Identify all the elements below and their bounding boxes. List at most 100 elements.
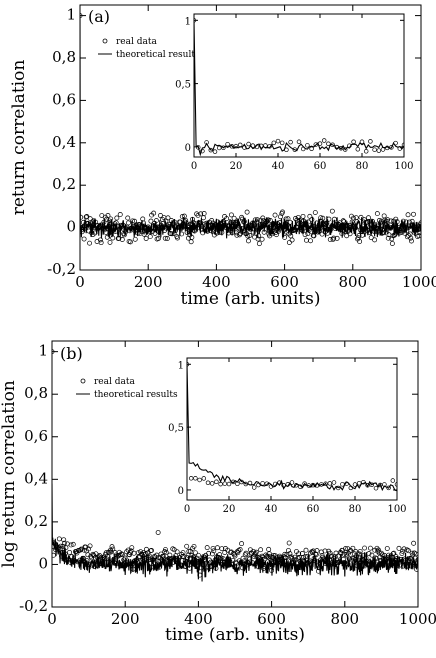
panel-b-main-data-point — [240, 555, 246, 561]
panel-b-inset-data-point — [394, 482, 397, 487]
panel-b-inset-data-point — [205, 480, 211, 486]
panel-a-main-data-point — [259, 236, 265, 242]
panel-b-main-data-point — [184, 543, 190, 549]
panel-a-main-data-point — [334, 235, 340, 241]
panel-a-main-data-point — [265, 218, 270, 224]
panel-a-main-data-point — [302, 232, 308, 238]
panel-b-main-data-point — [119, 551, 124, 557]
panel-a-main-y-tick-label: 0 — [66, 218, 76, 236]
panel-b-main-data-point — [214, 545, 220, 551]
panel-a-main-data-point — [409, 218, 415, 224]
panel-b-main-data-point — [303, 547, 309, 553]
panel-a-main-theory-line — [80, 15, 421, 239]
panel-b-inset-data-point — [201, 476, 207, 481]
panel-a-inset-data-point — [305, 143, 310, 148]
panel-a-main-data-point — [247, 233, 253, 238]
panel-b-main-data-point — [367, 545, 373, 551]
panel-b-main-data-point — [357, 548, 363, 554]
panel-a-main-data-point — [295, 215, 301, 220]
panel-b-main-data-point — [70, 541, 76, 547]
panel-a-inset-data-point — [275, 138, 281, 144]
panel-b-main-data-point — [411, 540, 417, 546]
panel-a-legend-label: real data — [116, 37, 157, 47]
panel-b-main-x-tick-label: 600 — [257, 610, 286, 628]
panel-a-inset-x-tick-label: 100 — [394, 161, 413, 172]
panel-b-inset-x-tick-label: 80 — [349, 504, 362, 515]
panel-b-main-data-point — [232, 553, 238, 559]
panel-a-main-data-point — [260, 215, 266, 221]
panel-a-main-y-tick-label: 0,4 — [52, 133, 76, 151]
panel-b-main-data-point — [56, 536, 62, 542]
panel-b-main-data-point — [219, 546, 225, 552]
panel-b-main-data-point — [163, 549, 169, 555]
panel-a-main-data-point — [84, 214, 90, 219]
panel-b-inset-data-point — [335, 485, 341, 491]
panel-a-inset-x-tick-label: 40 — [272, 161, 285, 172]
panel-a-main-y-tick-label: 0,2 — [52, 175, 76, 193]
panel-a-main-data-point — [125, 215, 131, 221]
panel-b-main-data-point — [347, 548, 353, 554]
panel-a-main-data-point — [397, 230, 403, 236]
panel-a-main-data-point — [318, 215, 324, 221]
panel-a-inset-data-point — [372, 147, 377, 152]
panel-a-inset-data-point — [296, 139, 302, 145]
panel-b-main-data-point — [68, 542, 74, 548]
panel-b-inset-frame — [186, 357, 398, 501]
panel-a-main-data-point — [132, 218, 138, 224]
panel-a-main-y-tick-label: -0,2 — [47, 260, 76, 278]
panel-a-main-x-tick-label: 0 — [75, 273, 85, 291]
panel-a-inset-data-point — [246, 141, 251, 147]
panel-a-main-data-point — [231, 215, 237, 221]
panel-a-main-data-point — [224, 216, 230, 222]
panel-b-main-data-point — [81, 547, 87, 553]
panel-b-main-data-point — [129, 545, 135, 551]
panel-b-y-axis-label: log return correlation — [0, 380, 19, 568]
panel-b-main-data-point — [87, 543, 93, 549]
panel-a-main-data-point — [300, 213, 306, 219]
panel-b-main-x-tick-label: 400 — [184, 610, 213, 628]
panel-a-main-data-point — [312, 210, 318, 216]
panel-a-main-data-point — [308, 238, 313, 244]
panel-a-main-data-point — [155, 236, 161, 241]
panel-a-main-data-point — [143, 236, 149, 241]
panel-b-main-data-point — [239, 541, 245, 547]
panel-b-inset-data-point — [390, 478, 396, 483]
panel-a-inset-data-point — [359, 139, 365, 145]
panel-a-main-data-point — [256, 241, 262, 247]
panel-a-main-data-point — [289, 237, 295, 243]
panel-a-main-data-point — [114, 215, 120, 221]
panel-a-inset-data-point — [221, 145, 226, 151]
panel-b-main-data-point — [149, 547, 154, 553]
panel-b-main-data-point — [195, 552, 201, 558]
panel-b-x-axis-label: time (arb. units) — [165, 625, 305, 645]
panel-b-main-data-point — [174, 549, 180, 555]
panel-a-main-x-tick-label: 800 — [338, 273, 367, 291]
panel-a-main-x-tick-label: 400 — [202, 273, 231, 291]
panel-a-inset-y-tick-label: 0 — [185, 143, 191, 154]
panel-a-main-data-point — [309, 217, 315, 222]
panel-a-main-data-point — [175, 235, 180, 241]
panel-a-main-data-point — [272, 212, 278, 218]
panel-b-inset-data-point — [386, 485, 391, 491]
panel-a-main-data-point — [151, 210, 157, 216]
panel-b-main-data-point — [376, 547, 381, 553]
panel-b-inset-data-point — [373, 485, 379, 491]
panel-b-main-data-point — [78, 546, 84, 552]
panel-b-inset-data-point — [340, 482, 345, 487]
panel-a-main-data-point — [189, 234, 195, 240]
panel-b-inset-x-tick-label: 0 — [184, 504, 190, 515]
panel-b-main-data-point — [109, 544, 115, 550]
panel-a-main-data-point — [357, 239, 363, 244]
panel-b-main-data-point — [356, 551, 362, 557]
panel-b-main-x-tick-label: 0 — [47, 610, 57, 628]
panel-a-main-data-point — [201, 211, 207, 216]
panel-a-main-data-point — [329, 208, 335, 214]
panel-a-main-data-point — [356, 233, 362, 239]
panel-b-main-data-point — [58, 543, 64, 549]
panel-b-main-data-point — [163, 547, 168, 553]
panel-b-main-data-point — [204, 545, 210, 551]
panel-a-main-data-point — [340, 218, 346, 224]
panel-a-main-data-point — [400, 218, 406, 224]
panel-a-main-data-point — [112, 221, 118, 227]
panel-b-main-data-point — [305, 553, 310, 559]
